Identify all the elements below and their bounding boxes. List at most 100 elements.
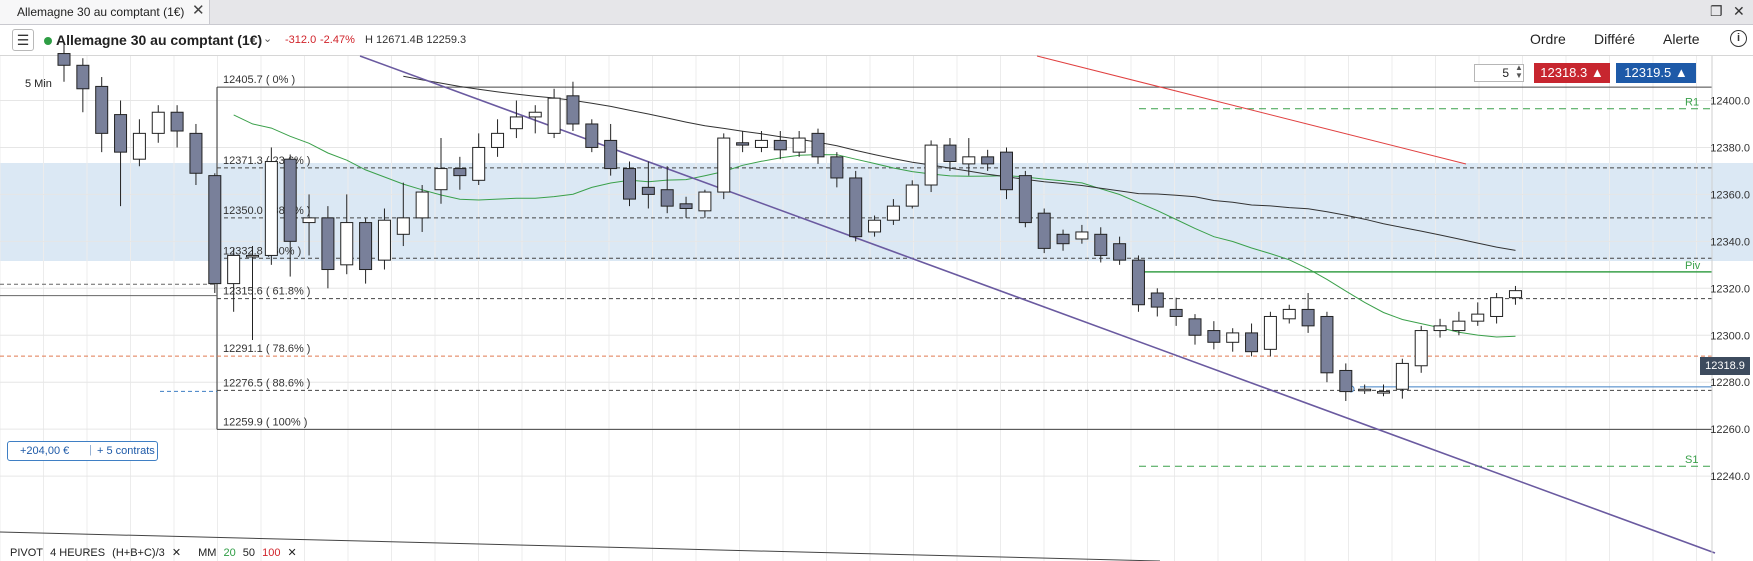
candle-body [1037,212,1051,249]
remove-pivot-icon[interactable]: ✕ [171,547,182,559]
candle-body [132,132,146,160]
candle-body [114,114,128,153]
position-pnl: +204,00 € [20,445,70,457]
chevron-down-icon[interactable]: ⌄ [263,33,273,45]
fib-level-label: 12291.1 ( 78.6% ) [223,343,310,355]
candle-body [491,132,505,148]
candle-body [981,156,995,165]
hamburger-menu-icon[interactable]: ☰ [12,29,34,51]
candle-body [623,168,636,200]
info-icon[interactable]: i [1730,30,1747,47]
candle-body [1075,231,1089,240]
price-axis-tick-label: 12280.0 [1710,377,1750,389]
remove-ma-icon[interactable]: ✕ [287,547,297,559]
candle-body [641,186,655,195]
candle-body [1169,308,1183,317]
price-axis-tick-label: 12260.0 [1710,424,1750,436]
candle-body [1358,388,1372,392]
restore-window-icon[interactable]: ❐ [1710,3,1723,19]
fib-level-label: 12405.7 ( 0% ) [223,74,295,86]
instrument-name[interactable]: Allemagne 30 au comptant (1€) [56,32,263,48]
ma50-period: 50 [242,547,256,559]
chart-toolbar: ☰ Allemagne 30 au comptant (1€) ⌄ -312.0… [0,25,1753,56]
candle-body [754,139,768,148]
candle-body [1508,290,1522,299]
candle-body [340,222,354,266]
candle-body [1245,332,1259,353]
candlestick-series [57,44,1522,401]
moving-averages [233,55,1516,338]
ma100-period: 100 [262,547,281,559]
candle-body [1094,233,1108,256]
session-low: B 12259.3 [416,34,467,46]
candle-body [1301,308,1315,327]
position-badge[interactable]: +204,00 € | + 5 contrats [7,441,158,461]
candle-body [76,64,90,90]
ma-indicator-label[interactable]: MM [198,547,217,559]
pivot-period: 4 HEURES [50,547,106,559]
ma100-line [1036,55,1467,165]
candle-body [886,205,900,221]
candle-body [57,53,71,66]
fib-level-label: 12276.5 ( 88.6% ) [223,377,310,389]
close-window-icon[interactable]: ✕ [1733,3,1745,19]
price-change: -312.0 [285,34,317,46]
candle-body [1490,297,1504,317]
market-status-dot [44,37,52,45]
candle-body [736,142,750,146]
fib-level-label: 12332.8 ( 50% ) [223,245,301,257]
candle-body [830,156,844,179]
pivot-indicator-label[interactable]: PIVOT [10,547,44,559]
price-axis: 12400.0 12380.0 12360.0 12340.0 12320.0 12300… [1710,56,1750,561]
timeframe-label[interactable]: 5 Min [25,78,52,90]
candle-body [170,111,184,132]
candle-body [1131,259,1145,306]
candle-body [679,203,693,209]
candle-body [189,132,203,174]
candle-body [208,175,222,285]
candle-body [95,85,109,134]
candle-body [1282,308,1296,320]
candle-body [1207,330,1221,343]
trend-line[interactable] [359,55,1716,554]
candle-body [1471,313,1485,322]
fib-level-label: 12259.9 ( 100% ) [223,416,307,428]
candle-body [151,111,165,134]
price-axis-tick-label: 12240.0 [1710,471,1750,483]
sell-button[interactable]: 12318.3 ▲ [1534,63,1610,83]
ma20-line [233,114,1516,338]
quantity-input[interactable] [1474,64,1524,82]
deferred-order-menu[interactable]: Différé [1594,31,1635,47]
ma20-period: 20 [223,547,236,559]
tab-chart[interactable]: Allemagne 30 au comptant (1€) ✕ [0,0,210,24]
price-axis-tick-label: 12300.0 [1710,330,1750,342]
candle-body [773,139,787,151]
alert-menu[interactable]: Alerte [1663,31,1700,47]
candle-body [377,219,391,261]
price-axis-tick-label: 12320.0 [1710,283,1750,295]
candle-body [566,95,580,125]
candle-body [604,139,618,170]
candle-body [962,156,976,165]
tab-close-icon[interactable]: ✕ [192,2,205,19]
price-change-percent: -2.47% [320,34,355,46]
candle-body [868,219,882,233]
candle-body [528,111,542,118]
candle-body [509,116,523,130]
candle-body [1395,362,1409,390]
candle-body [1433,325,1447,332]
pivot-levels: R1 Piv S1 [1139,97,1712,467]
candle-body [717,137,731,193]
chart-grid [0,56,1712,561]
order-menu[interactable]: Ordre [1530,31,1566,47]
buy-button[interactable]: 12319.5 ▲ [1616,63,1696,83]
pivot-formula: (H+B+C)/3 [112,547,165,559]
candle-body [1150,292,1164,308]
candle-body [453,168,467,177]
candle-body [1339,369,1353,393]
current-price-tag: 12318.9 [1700,357,1750,375]
quantity-stepper[interactable]: ▲ ▼ [1515,63,1523,80]
candle-body [792,137,806,153]
tab-title: Allemagne 30 au comptant (1€) [17,5,185,19]
